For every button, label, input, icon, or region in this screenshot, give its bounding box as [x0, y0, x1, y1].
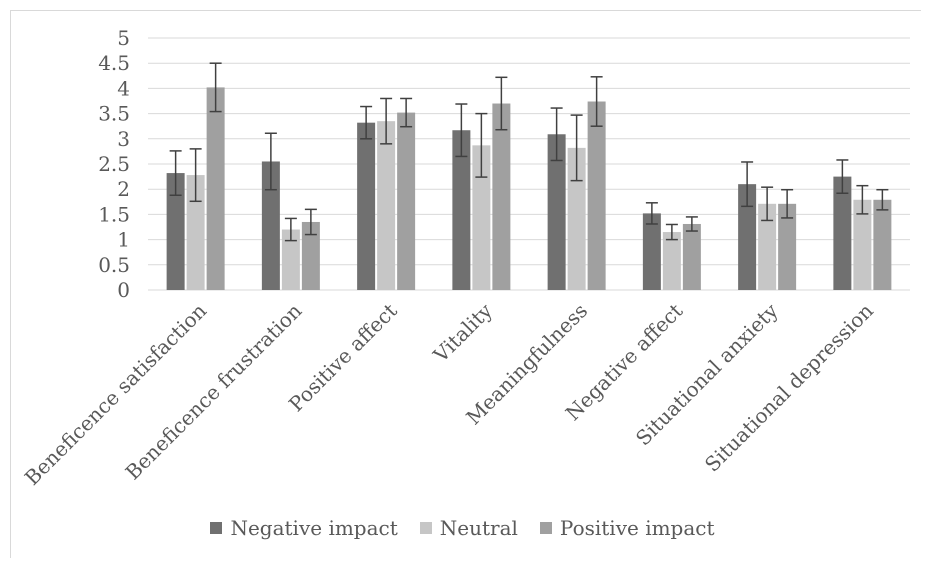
y-tick-label: 1.5	[98, 202, 130, 226]
bar	[281, 229, 300, 290]
y-tick-label: 3	[117, 127, 130, 151]
bar	[261, 161, 280, 290]
x-tick-label: Situational depression	[700, 298, 878, 476]
y-tick-label: 4	[117, 76, 130, 100]
bar	[452, 130, 471, 290]
y-tick-label: 0	[117, 278, 130, 302]
x-tick-label: Beneficence frustration	[121, 298, 307, 484]
legend-item-negative-impact: Negative impact	[210, 516, 398, 540]
legend-label-negative-impact: Negative impact	[230, 516, 398, 540]
y-tick-label: 1	[117, 228, 130, 252]
bar	[166, 173, 185, 290]
bar	[778, 203, 797, 290]
bar	[758, 203, 777, 290]
x-tick-label: Vitality	[428, 298, 497, 367]
legend-item-neutral: Neutral	[419, 516, 518, 540]
y-tick-label: 5	[117, 26, 130, 50]
y-tick-label: 0.5	[98, 253, 130, 277]
bar	[206, 87, 225, 290]
bar	[492, 103, 511, 291]
y-tick-label: 2	[117, 177, 130, 201]
y-tick-label: 2.5	[98, 152, 130, 176]
bar	[587, 101, 606, 290]
x-tick-label: Beneficence satisfaction	[20, 298, 211, 489]
legend: Negative impact Neutral Positive impact	[0, 516, 925, 540]
bar	[682, 223, 701, 290]
bar	[547, 134, 566, 290]
y-tick-label: 4.5	[98, 51, 130, 75]
bar	[377, 121, 396, 290]
y-tick-label: 3.5	[98, 102, 130, 126]
legend-label-positive-impact: Positive impact	[559, 516, 715, 540]
bar	[642, 213, 661, 290]
legend-label-neutral: Neutral	[439, 516, 518, 540]
bar	[662, 232, 681, 290]
legend-swatch-positive-impact	[539, 522, 552, 534]
bar	[567, 147, 586, 290]
bar	[357, 122, 376, 290]
bar	[397, 112, 416, 290]
bar	[853, 199, 872, 290]
bar	[301, 221, 320, 290]
chart-frame	[10, 10, 921, 558]
bar	[472, 145, 491, 290]
bar	[833, 176, 852, 290]
bar	[738, 184, 757, 290]
bar	[186, 175, 205, 290]
legend-item-positive-impact: Positive impact	[539, 516, 715, 540]
legend-swatch-neutral	[419, 522, 432, 534]
legend-swatch-negative-impact	[210, 522, 223, 534]
bar	[873, 199, 892, 290]
